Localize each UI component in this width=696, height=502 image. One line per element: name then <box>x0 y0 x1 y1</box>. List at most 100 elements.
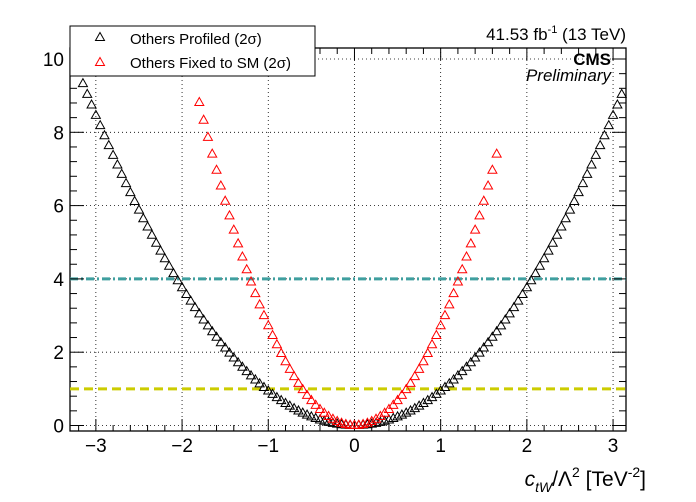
data-point <box>314 403 326 414</box>
data-point <box>224 347 235 357</box>
axis-ticks: −3 −2 −1 0 1 2 3 0 2 4 6 8 10 <box>43 48 626 457</box>
x-axis-title: ctW/Λ2 [TeV-2] <box>525 464 646 495</box>
data-point <box>232 356 244 367</box>
data-point <box>323 410 334 421</box>
legend-box <box>69 25 316 77</box>
data-point <box>206 148 218 158</box>
data-point <box>461 251 472 261</box>
data-point <box>396 389 408 399</box>
x-tick-label: 1 <box>435 436 446 457</box>
data-point <box>405 404 416 415</box>
data-point <box>150 237 162 247</box>
data-point <box>112 158 123 169</box>
data-point <box>370 413 382 423</box>
data-point <box>193 307 205 318</box>
legend-marker-profiled <box>94 31 106 41</box>
data-point <box>392 394 403 405</box>
data-point <box>362 417 373 427</box>
data-point <box>422 394 434 405</box>
data-point <box>366 415 378 426</box>
data-point <box>280 355 291 366</box>
legend-label-profiled: Others Profiled (2σ) <box>130 31 262 48</box>
data-point <box>577 177 589 188</box>
reference-lines <box>70 277 626 391</box>
lumi-energy: (13 TeV) <box>557 25 626 44</box>
data-point <box>469 351 481 362</box>
data-point <box>267 388 278 398</box>
data-point <box>387 412 399 423</box>
data-point <box>426 338 438 349</box>
data-point <box>431 329 442 340</box>
data-point <box>271 391 283 402</box>
data-point <box>198 114 209 124</box>
data-point <box>142 221 153 231</box>
data-point <box>120 177 132 188</box>
data-point <box>288 402 300 413</box>
data-point <box>357 418 369 429</box>
data-point <box>534 260 546 270</box>
x-tick-label: 3 <box>608 436 619 457</box>
data-point <box>245 369 257 380</box>
data-point <box>482 336 494 347</box>
data-point <box>499 313 511 324</box>
data-point <box>599 129 610 140</box>
data-point <box>530 267 541 278</box>
data-point <box>163 260 175 270</box>
lumi-value: 41.53 fb <box>486 25 547 44</box>
data-point <box>176 281 188 292</box>
data-point <box>237 251 248 261</box>
data-point <box>443 298 455 309</box>
data-point <box>521 281 533 292</box>
data-point <box>258 381 270 392</box>
data-point <box>189 301 201 312</box>
y-tick-label: 10 <box>43 50 64 71</box>
data-point <box>508 301 520 312</box>
data-point <box>327 413 339 423</box>
data-point <box>538 252 550 263</box>
data-point <box>258 309 270 320</box>
data-point <box>478 195 490 205</box>
data-point <box>547 237 559 247</box>
series-layer <box>73 66 628 430</box>
data-point <box>568 195 580 205</box>
data-point <box>241 263 253 274</box>
data-point <box>249 373 261 384</box>
x-tick-label: −1 <box>257 436 279 457</box>
data-point <box>448 287 459 298</box>
data-point <box>232 237 244 248</box>
data-point <box>86 98 97 109</box>
data-point <box>491 148 503 158</box>
data-point <box>551 229 563 239</box>
data-point <box>586 158 597 169</box>
status-label: Preliminary <box>526 66 613 85</box>
legend: Others Profiled (2σ) Others Fixed to SM … <box>69 25 316 77</box>
data-point <box>422 347 434 357</box>
data-point <box>487 164 498 174</box>
data-point <box>133 204 145 214</box>
data-point <box>465 356 477 367</box>
data-point <box>193 96 205 107</box>
data-point <box>379 415 390 425</box>
data-point <box>275 347 287 357</box>
data-point <box>94 119 106 130</box>
data-point <box>245 275 257 286</box>
data-point <box>271 338 283 349</box>
x-tick-label: 0 <box>349 436 360 457</box>
plot-frame <box>69 47 627 432</box>
data-point <box>293 377 304 387</box>
data-point <box>517 288 528 298</box>
data-point <box>306 410 317 421</box>
data-point <box>284 363 296 373</box>
data-point <box>306 394 317 405</box>
data-point <box>612 98 623 109</box>
data-point <box>525 274 537 285</box>
data-point <box>275 394 287 405</box>
x-axis-divisor: /Λ <box>552 468 572 491</box>
data-point <box>353 419 365 429</box>
data-point <box>482 179 494 190</box>
data-point <box>465 237 477 248</box>
data-point <box>374 416 386 426</box>
data-point <box>288 370 300 381</box>
data-point <box>607 109 619 119</box>
data-point <box>116 168 128 178</box>
